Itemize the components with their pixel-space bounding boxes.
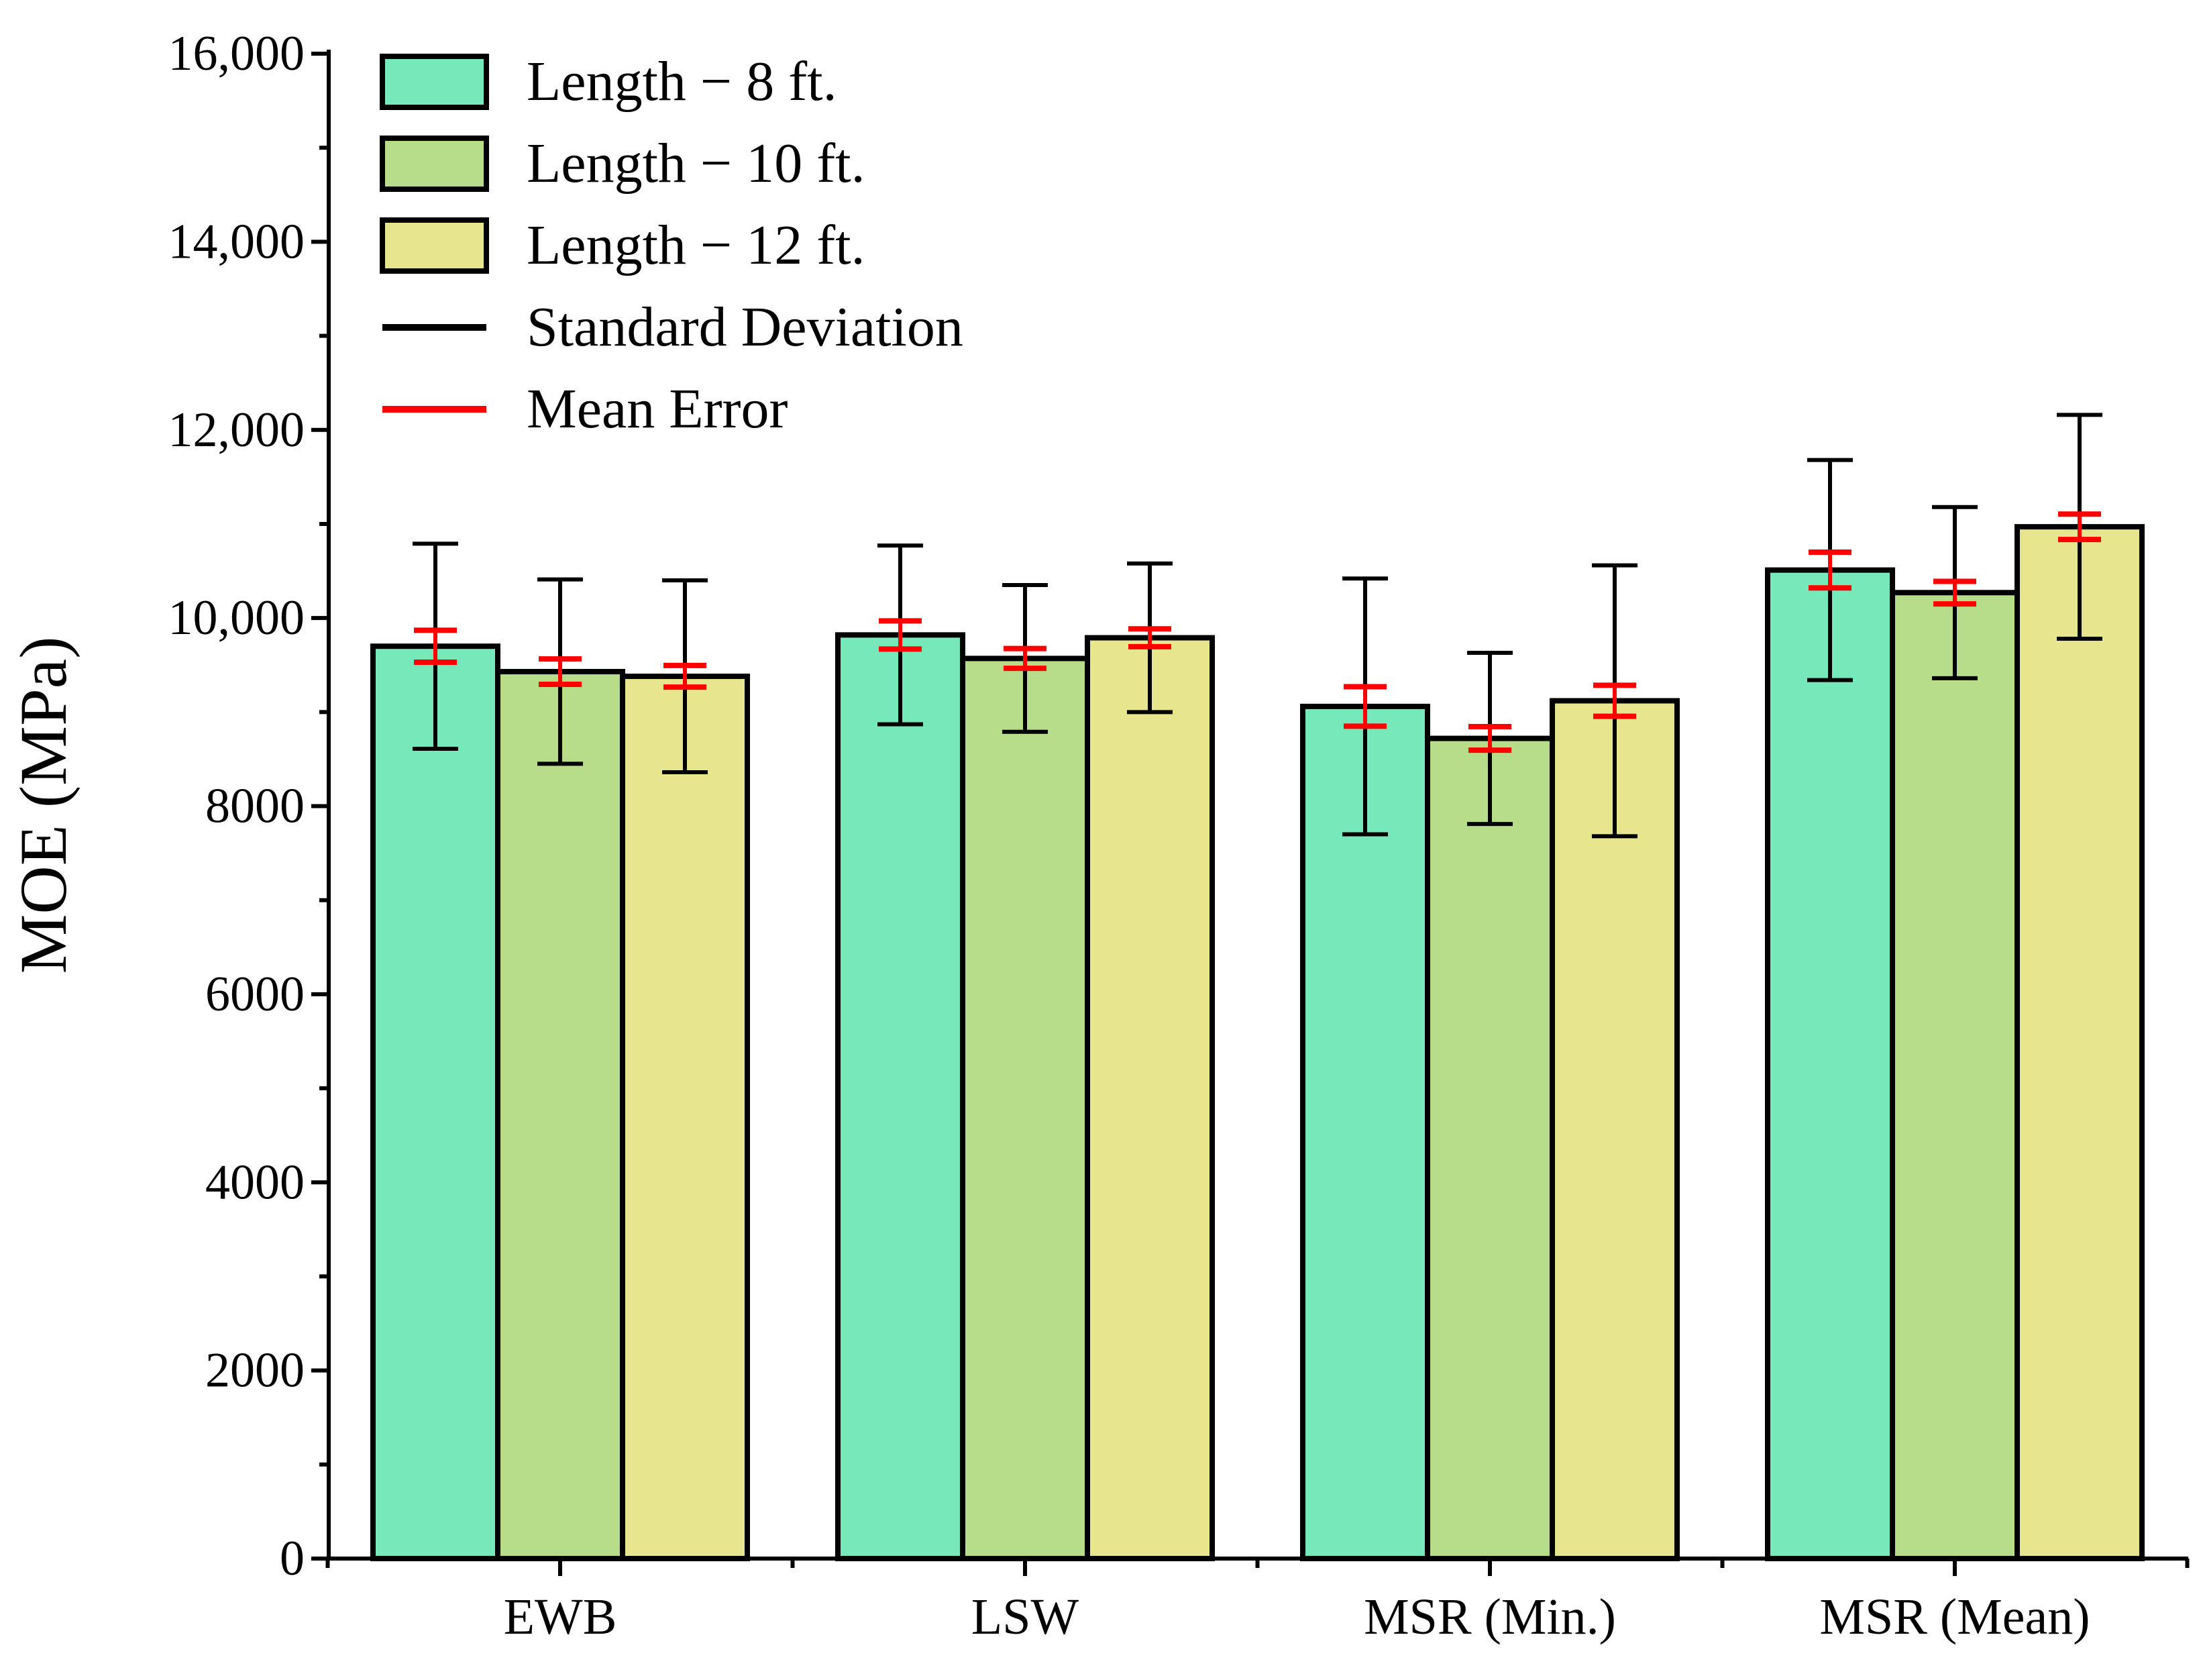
legend-label-1: Length − 8 ft. xyxy=(527,50,837,113)
bar-1-2 xyxy=(835,632,965,1561)
bar-1-4 xyxy=(1765,567,1895,1561)
legend-label-2: Length − 10 ft. xyxy=(527,132,865,195)
plot-area xyxy=(370,524,2145,1562)
bar-3-3 xyxy=(1550,698,1680,1561)
bar-2-3 xyxy=(1425,735,1555,1561)
x-tick-label-3: MSR (Mean) xyxy=(1819,1589,2090,1645)
bar-2-1 xyxy=(495,669,625,1561)
y-tick-label-4: 8000 xyxy=(205,779,305,834)
y-tick-label-3: 6000 xyxy=(205,967,305,1022)
y-tick-label-5: 10,000 xyxy=(168,590,305,645)
bar-1-1 xyxy=(370,643,500,1561)
bar-3-2 xyxy=(1085,635,1215,1562)
y-axis-label: MOE (MPa) xyxy=(6,637,80,974)
y-tick-label-7: 14,000 xyxy=(168,214,305,269)
y-tick-label-6: 12,000 xyxy=(168,403,305,458)
y-tick-label-8: 16,000 xyxy=(168,26,305,81)
x-tick-label-1: LSW xyxy=(971,1589,1079,1645)
legend-std-label: Standard Deviation xyxy=(527,296,963,358)
bar-2-2 xyxy=(960,655,1090,1561)
legend-swatch-1 xyxy=(380,54,489,110)
legend-swatch-3 xyxy=(380,217,489,274)
legend-label-3: Length − 12 ft. xyxy=(527,214,865,276)
y-tick-label-0: 0 xyxy=(280,1531,305,1586)
legend-swatch-2 xyxy=(380,136,489,192)
bar-3-4 xyxy=(2014,524,2145,1562)
legend: Length − 8 ft. Length − 10 ft. Length − 12… xyxy=(380,50,963,440)
y-tick-label-2: 4000 xyxy=(205,1155,305,1210)
legend-mean-error-label: Mean Error xyxy=(527,378,788,440)
bar-3-1 xyxy=(620,674,750,1561)
error-bars xyxy=(413,413,2102,839)
axes: 0 2000 4000 6000 8000 10,000 12,000 14,000 16,00… xyxy=(6,26,2190,1645)
bar-1-3 xyxy=(1300,703,1430,1561)
x-tick-label-0: EWB xyxy=(504,1589,617,1645)
y-tick-label-1: 2000 xyxy=(205,1343,305,1398)
bar-2-4 xyxy=(1890,590,2020,1561)
x-tick-label-2: MSR (Min.) xyxy=(1364,1589,1616,1645)
